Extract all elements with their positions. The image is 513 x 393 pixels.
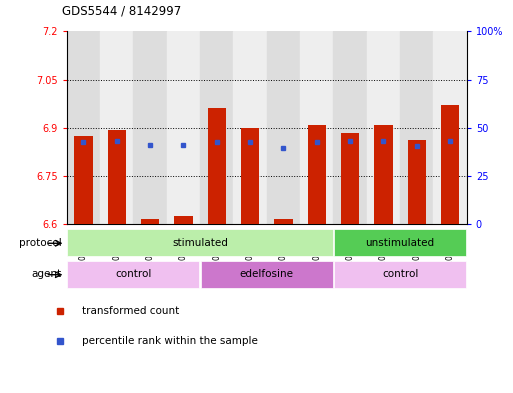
Bar <box>100 31 133 224</box>
Text: protocol: protocol <box>19 238 62 248</box>
Bar <box>334 261 466 288</box>
Bar <box>408 140 426 224</box>
Text: unstimulated: unstimulated <box>366 238 435 248</box>
Text: control: control <box>382 269 418 279</box>
Bar <box>201 261 333 288</box>
Text: transformed count: transformed count <box>83 307 180 316</box>
Text: GDS5544 / 8142997: GDS5544 / 8142997 <box>62 5 181 18</box>
Bar <box>274 219 292 224</box>
Bar <box>108 130 126 224</box>
Bar <box>441 105 459 224</box>
Bar <box>200 31 233 224</box>
Bar <box>133 31 167 224</box>
Bar <box>141 219 159 224</box>
Text: agent: agent <box>31 269 62 279</box>
Bar <box>241 128 259 224</box>
Bar <box>74 136 92 224</box>
Bar <box>67 31 100 224</box>
Bar <box>233 31 267 224</box>
Text: percentile rank within the sample: percentile rank within the sample <box>83 336 259 346</box>
Bar <box>174 216 192 224</box>
Bar <box>300 31 333 224</box>
Bar <box>341 132 359 224</box>
Bar <box>374 125 392 224</box>
Bar <box>433 31 467 224</box>
Bar <box>167 31 200 224</box>
Bar <box>208 108 226 224</box>
Bar <box>308 125 326 224</box>
Text: stimulated: stimulated <box>172 238 228 248</box>
Bar <box>267 31 300 224</box>
Text: control: control <box>115 269 151 279</box>
Bar <box>334 229 466 256</box>
Bar <box>67 261 200 288</box>
Text: edelfosine: edelfosine <box>240 269 294 279</box>
Bar <box>67 229 333 256</box>
Bar <box>333 31 367 224</box>
Bar <box>367 31 400 224</box>
Bar <box>400 31 433 224</box>
